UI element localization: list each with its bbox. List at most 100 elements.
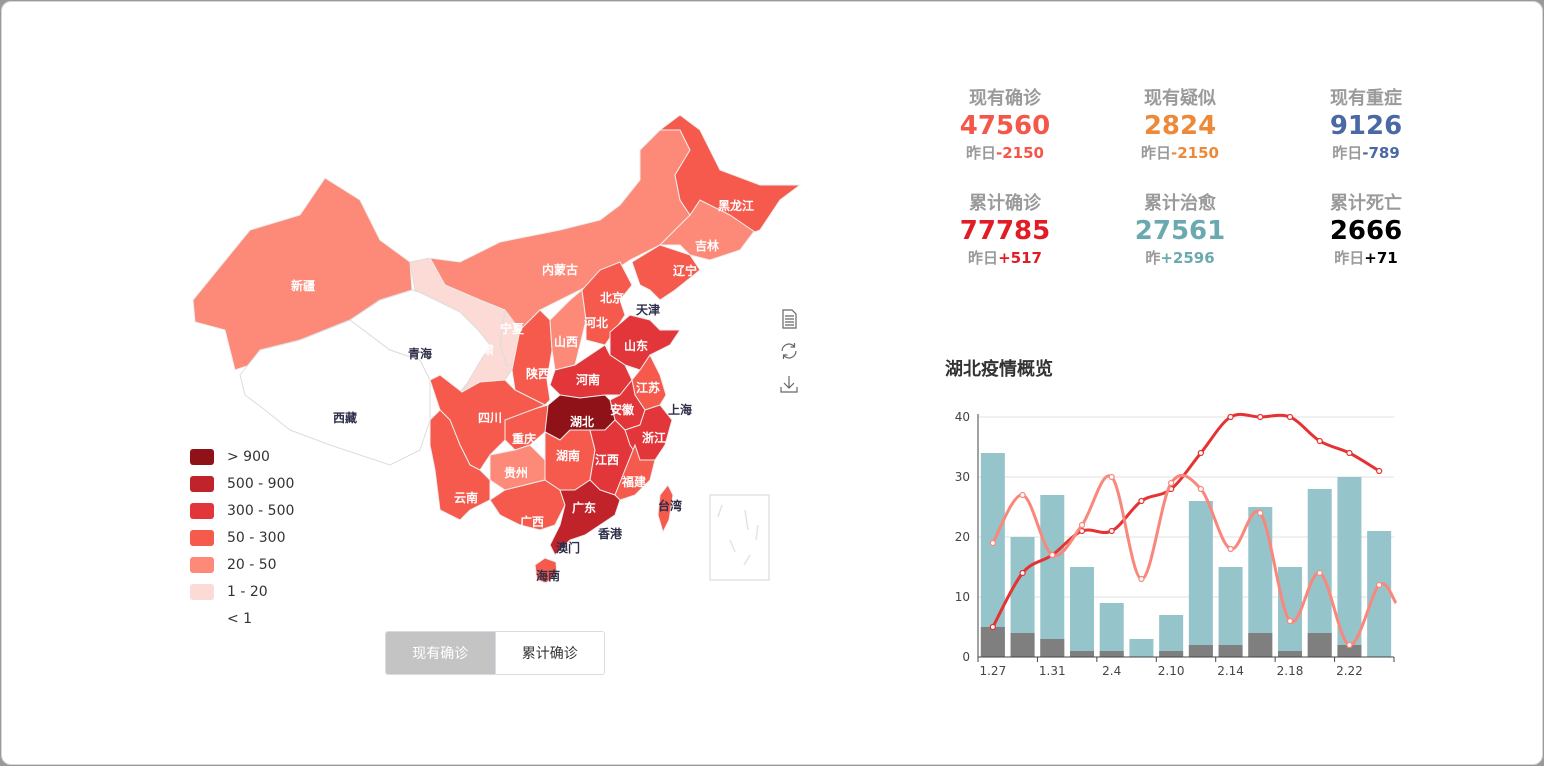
province-广东[interactable] <box>549 479 621 556</box>
line-point[interactable] <box>989 623 996 631</box>
line-point[interactable] <box>1197 449 1204 457</box>
region-label: 天津 <box>636 302 660 317</box>
province-陕西[interactable] <box>511 309 553 406</box>
bar[interactable] <box>1188 645 1213 657</box>
stat-value: 27561 <box>1134 216 1226 246</box>
line-point[interactable] <box>1138 497 1145 505</box>
bar[interactable] <box>1070 651 1094 657</box>
legend-label: 20 - 50 <box>227 557 277 573</box>
stat-label: 现有疑似 <box>1144 88 1216 109</box>
stat-delta: 昨日+71 <box>1334 249 1398 267</box>
bar[interactable] <box>1159 651 1184 657</box>
save-image-icon[interactable] <box>779 374 799 394</box>
bar[interactable] <box>1159 615 1184 657</box>
line-point[interactable] <box>1376 581 1383 589</box>
line-point[interactable] <box>1286 617 1294 625</box>
province-浙江[interactable] <box>624 404 673 461</box>
bar[interactable] <box>1337 645 1362 657</box>
x-tick-label: 2.22 <box>1336 664 1363 678</box>
line-point[interactable] <box>989 539 996 547</box>
bar[interactable] <box>1307 633 1332 657</box>
line-point[interactable] <box>1019 491 1026 499</box>
stat-label: 现有重症 <box>1330 88 1402 109</box>
line-point[interactable] <box>1019 569 1026 577</box>
y-tick-label: 40 <box>955 410 970 424</box>
toggle-current-confirmed[interactable]: 现有确诊 <box>386 632 495 674</box>
bar[interactable] <box>1129 639 1154 657</box>
bar[interactable] <box>1278 651 1302 657</box>
line-point[interactable] <box>1108 473 1115 481</box>
province-西藏[interactable] <box>239 319 431 466</box>
bar[interactable] <box>1367 531 1392 657</box>
line-point[interactable] <box>1168 479 1175 487</box>
bar[interactable] <box>1099 603 1124 657</box>
province-海南[interactable] <box>534 557 558 584</box>
legend-label: < 1 <box>227 611 253 627</box>
line-point[interactable] <box>1376 467 1383 475</box>
stat-value: 47560 <box>959 111 1051 141</box>
line-point[interactable] <box>1049 551 1056 559</box>
line-point[interactable] <box>1316 569 1323 577</box>
province-云南[interactable] <box>429 409 491 521</box>
province-山西[interactable] <box>549 289 587 371</box>
toggle-total-confirmed[interactable]: 累计确诊 <box>494 632 604 674</box>
province-label: 宁夏 <box>500 321 525 336</box>
line-point[interactable] <box>1286 413 1294 421</box>
line-point[interactable] <box>1346 449 1353 457</box>
province-label: 台湾 <box>658 498 682 513</box>
bar[interactable] <box>1070 567 1094 657</box>
bar[interactable] <box>1040 495 1065 657</box>
stat-card: 现有重症 9126 昨日-789 <box>1291 88 1441 164</box>
restore-icon[interactable] <box>779 341 799 361</box>
stat-card: 现有确诊 47560 昨日-2150 <box>930 88 1080 164</box>
stat-delta: 昨日+517 <box>968 249 1042 267</box>
line-point[interactable] <box>1138 575 1145 583</box>
data-view-icon[interactable] <box>779 309 799 329</box>
bar[interactable] <box>1040 639 1065 657</box>
legend-swatch <box>190 611 214 627</box>
legend-label: 500 - 900 <box>227 476 295 492</box>
province-辽宁[interactable] <box>631 244 701 301</box>
region-label: 香港 <box>597 526 623 541</box>
province-label: 海南 <box>536 568 560 583</box>
province-河北[interactable] <box>581 261 633 346</box>
province-label: 内蒙古 <box>542 262 578 277</box>
bar[interactable] <box>1010 633 1035 657</box>
line-point[interactable] <box>1257 413 1264 421</box>
hubei-chart: 0 10 20 30 40 1.27 1.31 2.4 2.10 2.14 2.18 2.22 <box>955 410 1398 678</box>
y-tick-label: 0 <box>962 650 970 664</box>
stat-value: 2824 <box>1143 111 1217 141</box>
province-台湾[interactable] <box>657 484 674 534</box>
bar[interactable] <box>980 627 1005 657</box>
bar[interactable] <box>1099 651 1124 657</box>
line-point[interactable] <box>1078 521 1086 529</box>
province-label: 新疆 <box>291 278 315 293</box>
stat-card: 累计死亡 2666 昨日+71 <box>1291 193 1441 269</box>
line-point[interactable] <box>1257 509 1264 517</box>
y-tick-label: 30 <box>955 470 970 484</box>
province-label: 江苏 <box>636 380 660 395</box>
bar[interactable] <box>1188 501 1213 657</box>
bar[interactable] <box>1218 645 1243 657</box>
map-mode-toggle: 现有确诊 累计确诊 <box>385 631 605 675</box>
x-tick-label: 2.4 <box>1102 664 1121 678</box>
legend-swatch <box>190 476 214 492</box>
line-point[interactable] <box>1346 641 1353 649</box>
province-label: 湖南 <box>556 448 580 463</box>
province-label: 广东 <box>572 500 596 515</box>
line-point[interactable] <box>1197 485 1204 493</box>
y-tick-label: 20 <box>955 530 970 544</box>
line-point[interactable] <box>1108 527 1115 535</box>
legend-label: > 900 <box>227 449 270 465</box>
stat-delta: 昨日-2150 <box>1141 144 1219 162</box>
bar[interactable] <box>1218 567 1243 657</box>
bar[interactable] <box>1248 633 1273 657</box>
province-label: 吉林 <box>695 238 719 253</box>
province-福建[interactable] <box>614 443 656 501</box>
province-黑龙江[interactable] <box>658 114 802 233</box>
bar[interactable] <box>1278 567 1302 657</box>
line-point[interactable] <box>1316 437 1323 445</box>
line-point[interactable] <box>1227 413 1234 421</box>
bar[interactable] <box>980 453 1005 657</box>
line-point[interactable] <box>1227 545 1234 553</box>
